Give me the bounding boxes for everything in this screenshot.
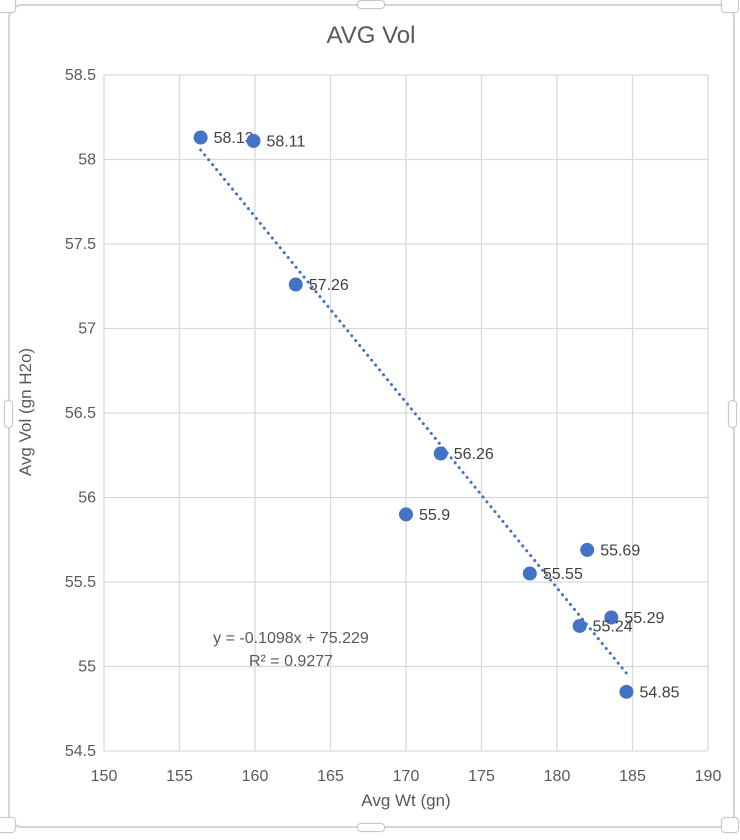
y-tick-label: 57 [78,321,96,338]
data-label[interactable]: 56.26 [454,446,494,463]
x-tick-label: 185 [619,768,646,785]
resize-handle-top[interactable] [357,0,385,9]
trendline[interactable] [199,148,628,675]
axis-tick-labels: 150 155 160 165 170 175 180 185 190 58.5 58 57.5 57 5… [65,67,722,785]
resize-handle-bottom-left[interactable] [0,817,16,833]
data-label[interactable]: 57.26 [309,277,349,294]
x-tick-label: 155 [166,768,193,785]
data-point[interactable] [193,130,208,145]
resize-handle-top-left[interactable] [0,0,16,13]
resize-handle-bottom[interactable] [357,823,385,832]
resize-handle-top-right[interactable] [721,0,739,13]
data-series: 58.13 58.1157.2656.2655.955.6955.5555.295… [193,130,680,701]
data-label[interactable]: 55.24 [593,618,633,635]
trendline-equation[interactable]: y = -0.1098x + 75.229 R² = 0.9277 [171,627,411,673]
data-point[interactable] [399,507,413,522]
y-tick-label: 57.5 [65,236,96,253]
x-tick-label: 165 [317,768,344,785]
data-point[interactable] [604,610,619,625]
data-label[interactable]: 55.29 [624,610,664,627]
x-tick-label: 150 [91,768,118,785]
y-tick-label: 54.5 [65,743,96,760]
y-tick-label: 58.5 [65,67,96,84]
y-tick-label: 55.5 [65,574,96,591]
data-point[interactable] [288,277,303,292]
resize-handle-right[interactable] [728,400,737,428]
trendline-equation-line: y = -0.1098x + 75.229 [213,630,369,647]
y-tick-label: 56.5 [65,405,96,422]
x-tick-label: 170 [393,768,420,785]
data-label[interactable]: 58.11 [266,133,305,150]
data-label[interactable]: 55.55 [543,566,583,583]
data-label[interactable]: 55.9 [419,507,450,524]
data-point[interactable] [433,446,448,461]
resize-handle-bottom-right[interactable] [721,817,739,833]
data-point[interactable] [580,542,595,557]
x-tick-label: 190 [695,768,722,785]
x-tick-label: 175 [468,768,495,785]
trendline-r-squared: R² = 0.9277 [248,653,334,670]
data-label[interactable]: 55.69 [600,542,640,559]
data-label[interactable]: 58.13 [214,130,254,147]
y-tick-label: 55 [78,659,96,676]
y-tick-label: 58 [78,152,96,169]
data-point[interactable] [522,566,537,581]
data-point[interactable] [619,684,634,699]
chart-title[interactable]: AVG Vol [326,22,416,49]
gridlines [103,74,709,752]
resize-handle-left[interactable] [4,400,13,428]
x-tick-label: 180 [544,768,571,785]
data-point[interactable] [246,133,261,148]
x-axis-title[interactable]: Avg Wt (gn) [361,791,451,810]
data-point[interactable] [572,618,587,633]
data-label[interactable]: 54.85 [639,684,679,701]
y-tick-label: 56 [78,490,96,507]
y-axis-title[interactable]: Avg Vol (gn H2o) [16,347,35,477]
x-tick-label: 160 [242,768,269,785]
